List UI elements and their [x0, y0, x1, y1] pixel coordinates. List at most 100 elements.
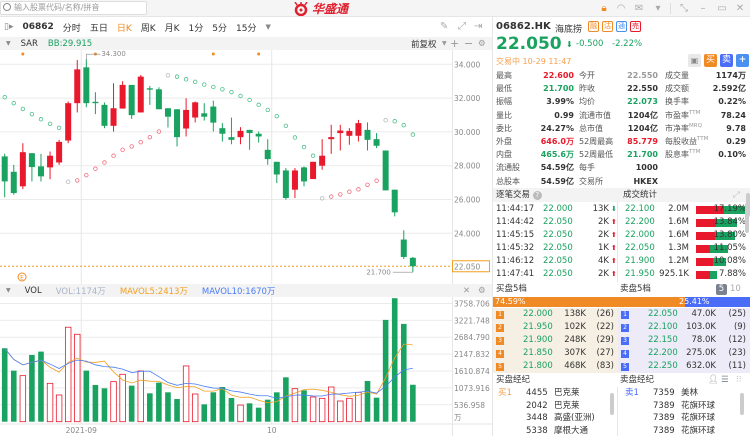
level-index: 2 — [621, 324, 629, 332]
ask-level-row[interactable]: 5 22.250 632.0K (11) — [618, 360, 750, 373]
stat-value: 22.550 — [627, 71, 658, 80]
sidebar-toggle-icon[interactable]: ▯▸ — [4, 22, 14, 32]
broker-row[interactable]: 3448 高盛(亚洲) — [493, 412, 608, 425]
expand-icon[interactable]: ⤢ — [733, 190, 740, 200]
tab-period[interactable]: 月K — [164, 23, 180, 34]
person-icon[interactable]: 👤︎ — [708, 375, 719, 385]
search-input[interactable]: 输入股票代码/名称/拼音 — [0, 1, 147, 15]
stat-value: 1204亿 — [627, 123, 658, 133]
buy-button[interactable]: 买 — [704, 54, 717, 67]
scrollbar[interactable] — [745, 203, 749, 233]
sar-dot — [38, 117, 44, 122]
bid-broker-scrollbar[interactable] — [610, 393, 614, 415]
mail-icon[interactable]: ✉ — [634, 3, 644, 14]
stat-label-sup: TTM — [689, 149, 701, 156]
volume-bar — [210, 392, 217, 422]
sar-dot — [383, 118, 388, 123]
add-watchlist-button[interactable]: + — [736, 54, 749, 67]
ask-level-row[interactable]: 2 22.100 103.0K (9) — [618, 321, 750, 334]
info-icon[interactable]: ▣ — [688, 54, 701, 67]
broker-row[interactable]: 2042 巴克莱 — [493, 400, 608, 413]
tab-period[interactable]: 分时 — [62, 23, 81, 34]
stat-label-wrap: 外盘 — [496, 135, 512, 148]
zoom-in-icon[interactable]: + — [450, 37, 460, 50]
adjust-chevron-icon[interactable]: ▼ — [442, 40, 447, 47]
trades-title: 逐笔交易 — [496, 190, 531, 200]
stat-label: 成交额 — [665, 84, 689, 94]
collapse-icon[interactable]: ▼ — [6, 287, 11, 294]
tab-period[interactable]: 1分 — [188, 23, 204, 34]
shirt-icon[interactable]: ▾ — [655, 3, 661, 14]
ask-broker-scrollbar[interactable] — [740, 393, 744, 415]
bid-level-row[interactable]: 1 22.000 138K (26) — [493, 308, 618, 321]
stat-volume: 1.2M — [668, 256, 689, 266]
broker-row[interactable]: 7389 花旗环球 — [620, 425, 735, 438]
tab-period[interactable]: 五日 — [89, 23, 108, 34]
tab-period[interactable]: 15分 — [236, 23, 257, 34]
close-indicator-icon[interactable]: ✕ — [463, 285, 471, 296]
vol-name[interactable]: VOL — [24, 285, 42, 296]
help-icon[interactable]: ? — [532, 191, 542, 200]
tab-period[interactable]: 5分 — [212, 23, 228, 34]
lock-icon[interactable]: 🔒︎ — [601, 3, 607, 14]
sell-button[interactable]: 卖 — [720, 54, 733, 67]
broker-row[interactable]: 卖1 7359 美林 — [620, 387, 735, 400]
list-view-icon[interactable]: ☰ — [721, 375, 729, 385]
volume-bar — [128, 385, 135, 422]
maximize-button[interactable]: ▭ — [717, 3, 727, 14]
candle-up — [19, 152, 26, 187]
event-star-marker[interactable] — [21, 52, 25, 56]
event-star-marker[interactable] — [257, 52, 261, 56]
fullscreen-icon[interactable]: ⤢ — [458, 21, 466, 32]
kline-chart[interactable]: 34.000 32.000 30.000 28.000 26.000 24.000 3758… — [0, 50, 492, 436]
volume-bar — [400, 323, 407, 422]
bid-level-row[interactable]: 5 21.800 468K (83) — [493, 360, 618, 373]
exit-icon[interactable]: ⇥ — [474, 21, 483, 32]
sar-dot — [229, 89, 234, 95]
broker-row[interactable]: 买1 4455 巴克莱 — [493, 387, 608, 400]
sar-dot — [102, 160, 107, 165]
grid-view-icon[interactable]: ⁝⁝ — [736, 375, 742, 385]
zoom-out-icon[interactable]: − — [464, 37, 474, 50]
panel-scrollbar[interactable] — [746, 193, 750, 217]
ask-level-row[interactable]: 1 22.050 47.0K (25) — [618, 308, 750, 321]
ask-level-row[interactable]: 4 22.200 275.0K (23) — [618, 347, 750, 360]
volume-bar — [156, 382, 162, 422]
tab-period[interactable]: 周K — [140, 23, 156, 34]
badge-group: 融沽通売 — [585, 21, 641, 32]
indicator-name[interactable]: SAR — [20, 38, 38, 49]
trade-volume: 2K — [598, 230, 609, 240]
event-marker-icon[interactable] — [17, 272, 27, 282]
event-star-marker[interactable] — [211, 52, 215, 56]
headset-icon[interactable]: ◠ — [616, 3, 626, 14]
candle-down — [282, 170, 289, 198]
trade-time: 11:45:32 — [496, 243, 535, 253]
trade-row: 11:45:32 22.050 1K ⬆ 22.050 1.3M 11.05% — [493, 242, 749, 255]
adjust-select[interactable]: 前复权 — [411, 39, 437, 50]
shrink-icon[interactable]: ⤡ — [680, 3, 688, 14]
pencil-icon[interactable]: ✎ — [440, 21, 449, 32]
tab-period[interactable]: 日K — [116, 23, 132, 34]
bid-level-row[interactable]: 3 21.900 248K (29) — [493, 334, 618, 347]
depth-5-button[interactable]: 5 — [716, 284, 727, 295]
stat-label: 交易所 — [579, 176, 603, 186]
settings-icon[interactable]: ⚙ — [478, 285, 486, 296]
settings-icon[interactable]: ⚙ — [478, 38, 486, 49]
broker-row[interactable]: 7389 花旗环球 — [620, 400, 735, 413]
bid-level-row[interactable]: 4 21.850 307K (27) — [493, 347, 618, 360]
bid-level-row[interactable]: 2 21.950 102K (22) — [493, 321, 618, 334]
depth-10-button[interactable]: 10 — [730, 284, 741, 294]
volume-bar — [191, 393, 199, 423]
collapse-icon[interactable]: ▼ — [6, 40, 11, 47]
sell-volume-bar — [714, 232, 736, 240]
chevron-down-icon[interactable]: ▼ — [265, 23, 271, 31]
candle-down — [174, 109, 181, 138]
broker-row[interactable]: 7389 花旗环球 — [620, 412, 735, 425]
stat-label-wrap: 振幅 — [496, 95, 512, 108]
minimize-button[interactable]: – — [700, 3, 706, 14]
trade-price: 22.050 — [543, 230, 573, 240]
ask-level-row[interactable]: 3 22.150 78.0K (12) — [618, 334, 750, 347]
close-button[interactable]: ✕ — [735, 3, 745, 14]
broker-id: 7359 — [653, 388, 675, 398]
broker-row[interactable]: 5338 摩根大通 — [493, 425, 608, 438]
